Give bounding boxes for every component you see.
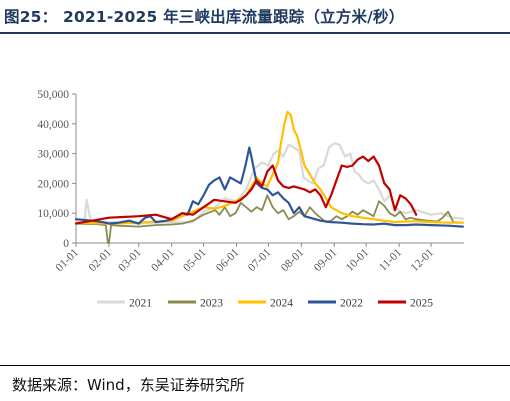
x-tick-label: 10-01 (344, 246, 372, 274)
legend-label-2023: 2023 (200, 298, 223, 310)
legend-label-2024: 2024 (270, 298, 293, 310)
legend-label-2022: 2022 (340, 298, 363, 310)
chart-series (74, 110, 464, 244)
y-tick-label: 30,000 (37, 149, 69, 161)
x-tick-label: 12-01 (409, 246, 437, 274)
x-tick-label: 11-01 (377, 246, 404, 273)
x-tick-label: 03-01 (116, 246, 144, 274)
title-divider (0, 32, 510, 34)
line-chart: 0 10,000 20,000 30,000 40,000 50,000 01-01 02-0… (37, 89, 464, 310)
y-tick-label: 50,000 (37, 89, 69, 101)
series-line-2025 (74, 155, 418, 225)
figure-title: 图25： 2021-2025 年三峡出库流量跟踪（立方米/秒） (4, 8, 405, 26)
chart-legend: 2021 2023 2024 2022 2025 (97, 298, 433, 310)
y-tick-label: 10,000 (37, 208, 69, 220)
x-tick-label: 05-01 (181, 246, 209, 274)
legend-label-2021: 2021 (129, 298, 152, 310)
series-line-2022 (74, 146, 464, 228)
x-tick-label: 06-01 (214, 246, 242, 274)
series-line-2024 (74, 110, 464, 225)
x-tick-label: 01-01 (54, 246, 82, 274)
data-source: 数据来源：Wind，东吴证券研究所 (12, 376, 245, 394)
x-tick-label: 08-01 (279, 246, 307, 274)
y-tick-label: 20,000 (37, 178, 69, 190)
y-tick-label: 0 (63, 238, 69, 250)
series-line-2023 (75, 194, 464, 244)
x-tick-label: 04-01 (149, 246, 177, 274)
y-tick-label: 40,000 (37, 119, 69, 131)
chart-axes: 0 10,000 20,000 30,000 40,000 50,000 01-01 02-0… (37, 89, 464, 274)
x-tick-label: 09-01 (312, 246, 340, 274)
x-tick-label: 02-01 (87, 246, 115, 274)
x-tick-label: 07-01 (246, 246, 274, 274)
legend-label-2025: 2025 (410, 298, 433, 310)
source-divider (0, 365, 510, 366)
